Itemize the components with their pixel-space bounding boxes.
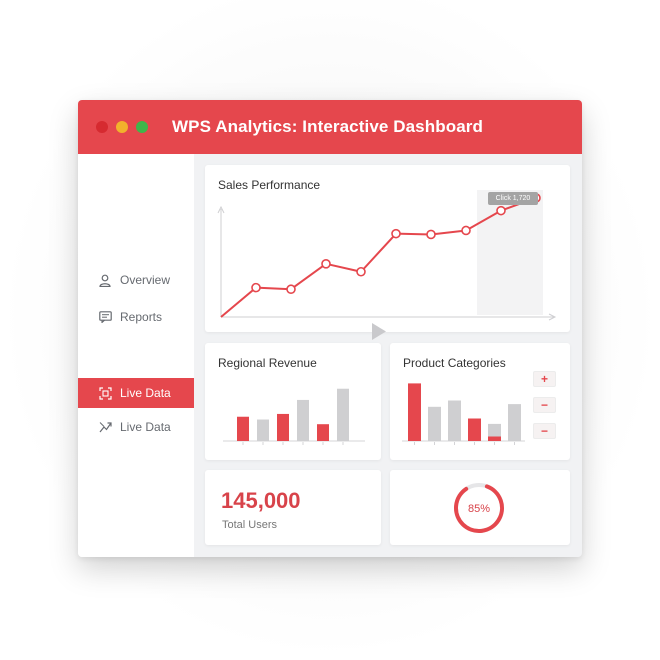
close-window-button[interactable] bbox=[96, 121, 108, 133]
progress-gauge: 85% bbox=[454, 483, 504, 533]
data-point bbox=[391, 228, 401, 239]
total-users-card: 145,000 Total Users bbox=[205, 470, 381, 545]
title-bar: WPS Analytics: Interactive Dashboard bbox=[78, 100, 582, 154]
bar bbox=[428, 406, 441, 441]
sidebar-item-label: Live Data bbox=[120, 386, 171, 400]
y-axis-arrow bbox=[217, 205, 225, 214]
gauge-fill bbox=[454, 484, 504, 533]
zoom-in-button[interactable]: + bbox=[533, 371, 556, 387]
sales-line-chart[interactable] bbox=[205, 165, 570, 332]
bar bbox=[448, 400, 461, 441]
play-icon[interactable] bbox=[369, 322, 389, 342]
data-point bbox=[426, 229, 436, 240]
chart-tooltip: Click 1,720 bbox=[488, 192, 538, 205]
bar bbox=[317, 424, 329, 441]
product-categories-card: Product Categories + − − bbox=[390, 343, 570, 460]
live-data-icon bbox=[98, 386, 112, 400]
data-point bbox=[286, 284, 296, 295]
x-axis-arrow bbox=[548, 313, 557, 321]
minimize-window-button[interactable] bbox=[116, 121, 128, 133]
categories-card-title: Product Categories bbox=[403, 356, 506, 370]
gauge-label: 85% bbox=[468, 503, 490, 515]
sidebar: Overview Reports Live Data Live Data bbox=[78, 154, 194, 557]
window-title: WPS Analytics: Interactive Dashboard bbox=[172, 117, 483, 136]
trend-icon bbox=[98, 420, 112, 434]
sidebar-item-live-data[interactable]: Live Data bbox=[78, 378, 194, 408]
sales-series bbox=[220, 193, 541, 318]
sidebar-item-live-data-2[interactable]: Live Data bbox=[78, 412, 194, 442]
total-users-label: Total Users bbox=[222, 519, 278, 531]
data-point bbox=[251, 282, 261, 293]
data-point bbox=[496, 205, 506, 216]
bar bbox=[297, 399, 309, 441]
message-icon bbox=[98, 310, 112, 324]
bar bbox=[508, 404, 521, 441]
categories-bars bbox=[408, 383, 521, 441]
bar bbox=[408, 383, 421, 441]
chart-highlight-band bbox=[477, 190, 543, 315]
x-ticks bbox=[242, 442, 344, 445]
bar bbox=[257, 419, 269, 441]
zoom-out-button[interactable]: − bbox=[533, 397, 556, 413]
sidebar-item-label: Reports bbox=[120, 310, 163, 324]
categories-bar-chart[interactable] bbox=[390, 343, 530, 460]
data-point bbox=[321, 259, 331, 269]
sales-card-title: Sales Performance bbox=[218, 178, 321, 192]
bar-highlight bbox=[488, 436, 501, 441]
sidebar-item-overview[interactable]: Overview bbox=[78, 265, 194, 295]
bar bbox=[468, 418, 481, 441]
remove-button[interactable]: − bbox=[533, 423, 556, 439]
total-users-value: 145,000 bbox=[221, 488, 301, 513]
sidebar-item-label: Live Data bbox=[120, 420, 171, 434]
data-point bbox=[461, 225, 471, 236]
bar bbox=[337, 388, 349, 441]
maximize-window-button[interactable] bbox=[136, 121, 148, 133]
regional-card-title: Regional Revenue bbox=[218, 356, 317, 370]
sales-line bbox=[220, 196, 537, 318]
sales-performance-card: Sales Performance bbox=[205, 165, 570, 332]
data-point bbox=[356, 266, 366, 277]
sidebar-item-label: Overview bbox=[120, 273, 171, 287]
bar bbox=[237, 416, 249, 441]
app-window: WPS Analytics: Interactive Dashboard Ove… bbox=[78, 100, 582, 557]
regional-revenue-card: Regional Revenue bbox=[205, 343, 381, 460]
bar bbox=[277, 413, 289, 441]
regional-bars bbox=[237, 388, 349, 441]
gauge-card: 85% bbox=[390, 470, 570, 545]
x-ticks bbox=[414, 442, 515, 445]
regional-bar-chart[interactable] bbox=[205, 343, 381, 460]
sidebar-item-reports[interactable]: Reports bbox=[78, 302, 194, 332]
user-icon bbox=[98, 273, 112, 287]
